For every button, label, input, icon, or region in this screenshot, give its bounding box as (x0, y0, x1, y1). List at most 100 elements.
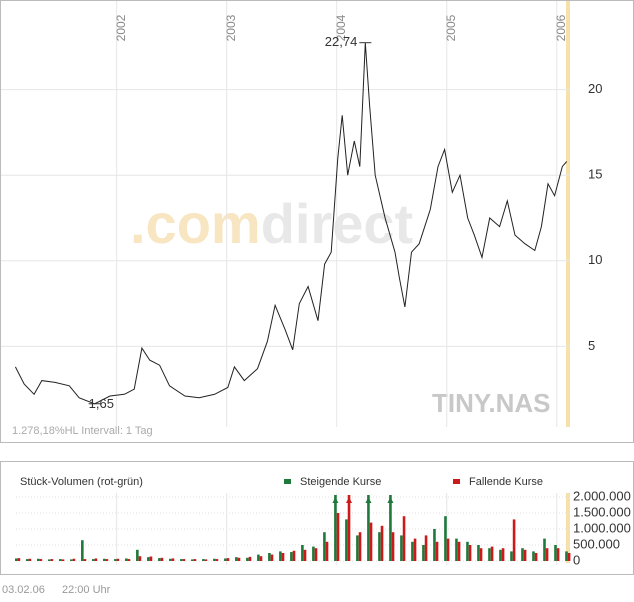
volume-bar (455, 538, 458, 561)
volume-bar (411, 541, 414, 561)
volume-bar (105, 559, 109, 561)
volume-bar (301, 545, 304, 561)
volume-bar (345, 519, 348, 561)
volume-bar (26, 559, 29, 561)
y-tick-label: 5 (588, 338, 595, 353)
volume-bar (512, 519, 516, 561)
volume-bar (268, 553, 271, 561)
volume-bar (191, 559, 194, 561)
volume-bar (312, 546, 315, 561)
volume-bar (72, 558, 76, 561)
volume-bar (444, 516, 447, 561)
volume-bar (303, 549, 307, 561)
price-panel (0, 0, 634, 443)
volume-bar (235, 557, 238, 561)
volume-bar (389, 495, 392, 561)
volume-bar (17, 558, 21, 561)
volume-bar (149, 556, 153, 561)
volume-bar (246, 557, 249, 561)
volume-bar (59, 559, 62, 561)
volume-bar (378, 532, 381, 561)
volume-title: Stück-Volumen (rot-grün) (20, 476, 143, 488)
volume-bar (182, 559, 186, 561)
x-tick-label: 2004 (334, 14, 348, 41)
volume-bar (435, 541, 439, 561)
volume-bar (554, 545, 557, 561)
volume-bar (158, 558, 161, 561)
y-tick-label: 1.000.000 (573, 520, 631, 535)
volume-bar (204, 559, 208, 561)
volume-bar (125, 558, 128, 561)
x-tick-label: 2002 (114, 14, 128, 41)
volume-bar (466, 541, 469, 561)
volume-bar (292, 550, 296, 561)
volume-bar (70, 559, 73, 561)
volume-bar (424, 535, 428, 561)
volume-bar (433, 529, 436, 561)
current-band (566, 493, 570, 563)
volume-bar (281, 553, 285, 561)
volume-bars (15, 495, 571, 561)
volume-bar (171, 558, 175, 561)
volume-bar (169, 558, 172, 561)
y-tick-label: 10 (588, 252, 602, 267)
legend-label: Fallende Kurse (469, 476, 543, 488)
volume-bar (180, 559, 183, 561)
volume-bar (523, 549, 527, 561)
volume-bar (290, 552, 293, 561)
volume-bar (510, 551, 513, 561)
volume-bar (468, 545, 472, 561)
legend-swatch (284, 479, 291, 484)
volume-bar (400, 535, 403, 561)
volume-bar (50, 559, 54, 561)
volume-bar (534, 553, 538, 561)
footer-date: 03.02.06 (2, 584, 45, 596)
y-tick-label: 15 (588, 167, 602, 182)
volume-bar (565, 551, 568, 561)
price-line (14, 42, 568, 405)
volume-bar (136, 549, 139, 561)
volume-bar (61, 559, 65, 561)
annotation: 22,74 (325, 34, 358, 49)
volume-bar (325, 541, 329, 561)
volume-bar (347, 495, 351, 561)
legend-swatch (453, 479, 460, 484)
annotation: 1,65 (89, 396, 114, 411)
volume-bar (369, 522, 373, 561)
overflow-arrow (332, 497, 339, 503)
volume-bar (499, 549, 502, 561)
volume-bar (248, 556, 252, 561)
overflow-arrow (365, 497, 372, 503)
volume-bar (259, 556, 263, 561)
volume-bar (103, 558, 106, 561)
volume-bar (457, 541, 461, 561)
volume-bar (532, 551, 535, 561)
volume-bar (358, 532, 362, 561)
volume-bar (83, 559, 87, 561)
y-tick-label: 0 (573, 552, 580, 567)
volume-bar (37, 558, 40, 561)
x-tick-label: 2006 (554, 14, 568, 41)
volume-bar (334, 495, 337, 561)
volume-bar (567, 553, 571, 561)
y-tick-label: 1.500.000 (573, 504, 631, 519)
watermark-2: TINY.NAS (432, 388, 550, 418)
volume-bar (94, 558, 98, 561)
volume-bar (367, 495, 370, 561)
x-tick-label: 2005 (444, 14, 458, 41)
volume-bar (270, 554, 274, 561)
y-tick-label: 500.000 (573, 536, 620, 551)
volume-bar (224, 558, 227, 561)
y-tick-label: 2.000.000 (573, 488, 631, 503)
volume-bar (490, 546, 494, 561)
volume-bar (543, 538, 546, 561)
volume-bar (556, 548, 560, 561)
volume-bar (116, 558, 120, 561)
volume-bar (39, 559, 43, 561)
volume-bar (114, 559, 117, 561)
volume-bar (336, 513, 340, 561)
volume-bar (237, 557, 241, 561)
volume-bar (226, 558, 230, 561)
